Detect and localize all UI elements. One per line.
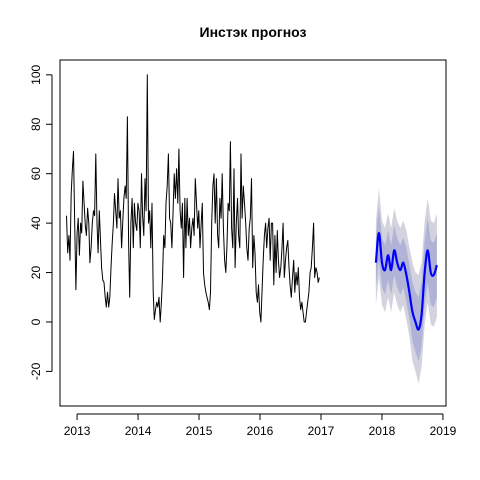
y-tick-label: 0 xyxy=(29,318,43,325)
y-axis: -20 0 20 40 60 80 100 xyxy=(29,64,53,380)
chart-title: Инстэк прогноз xyxy=(200,24,307,40)
forecast-series xyxy=(374,231,438,331)
y-tick-label: 40 xyxy=(29,216,43,230)
x-axis: 2013 2014 2015 2016 2017 2018 2019 xyxy=(64,413,457,438)
x-tick-label: 2017 xyxy=(308,424,335,438)
history-line xyxy=(66,74,320,323)
x-tick-label: 2015 xyxy=(186,424,213,438)
y-tick-label: 100 xyxy=(29,64,43,84)
x-tick-label: 2016 xyxy=(247,424,274,438)
plot-frame xyxy=(59,59,447,407)
history-series xyxy=(66,74,320,323)
x-tick-label: 2018 xyxy=(369,424,396,438)
y-tick-label: 60 xyxy=(29,167,43,181)
y-tick-label: -20 xyxy=(29,362,43,380)
x-tick-label: 2019 xyxy=(430,424,457,438)
x-tick-label: 2014 xyxy=(125,424,152,438)
x-tick-label: 2013 xyxy=(64,424,91,438)
forecast-mean-line xyxy=(374,231,438,331)
y-tick-label: 20 xyxy=(29,266,43,280)
y-tick-label: 80 xyxy=(29,117,43,131)
